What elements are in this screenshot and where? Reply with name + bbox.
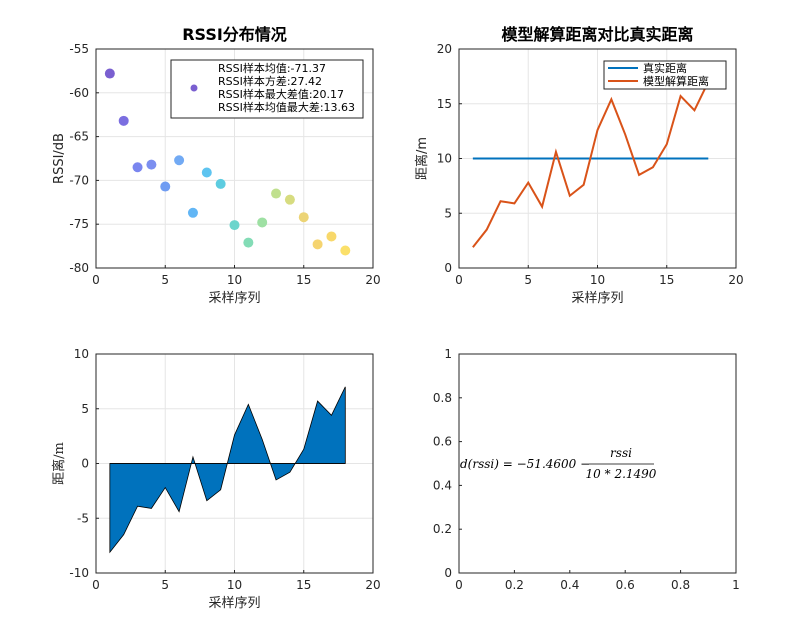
- x-tick-label: 15: [659, 273, 674, 287]
- y-tick-label: 10: [74, 347, 89, 361]
- x-tick-label: 0.6: [616, 578, 635, 592]
- annotation-marker: [190, 84, 198, 92]
- scatter-point: [160, 181, 171, 192]
- y-tick-label: -55: [69, 42, 89, 56]
- x-tick-label: 10: [227, 273, 242, 287]
- x-tick-label: 20: [365, 578, 380, 592]
- chart-title: RSSI分布情况: [182, 25, 287, 44]
- y-tick-label: -75: [69, 217, 89, 231]
- formula-lhs: d(rssi) = −51.4600 −: [460, 457, 590, 471]
- scatter-point: [312, 239, 323, 250]
- annotation-text: RSSI样本最大差值:20.17: [218, 87, 344, 101]
- line-series-model-distance: [472, 81, 710, 248]
- formula-numerator: rssi: [610, 446, 632, 460]
- x-tick-label: 20: [728, 273, 743, 287]
- formula: d(rssi) = −51.4600 − rssi 10 * 2.1490: [460, 446, 657, 481]
- y-tick-label: 0.8: [433, 391, 452, 405]
- x-tick-label: 0: [92, 273, 100, 287]
- x-tick-label: 15: [296, 273, 311, 287]
- legend-label: 真实距离: [643, 61, 687, 75]
- subplot-4-axes: 0 0.2 0.4 0.6 0.8 1 0 0.2 0.4 0.6 0.8 1: [433, 347, 740, 592]
- y-tick-label: 10: [437, 152, 452, 166]
- subplot-3-axes: 0 5 10 15 20 -10 -5 0 5 10 采样序列 距离/m: [51, 347, 381, 611]
- x-axis-label: 采样序列: [571, 291, 623, 306]
- y-tick-label: 1: [444, 347, 452, 361]
- x-tick-label: 0: [92, 578, 100, 592]
- x-tick-label: 5: [161, 273, 169, 287]
- y-tick-label: 20: [437, 42, 452, 56]
- y-axis-label: RSSI/dB: [52, 133, 67, 184]
- y-tick-label: -65: [69, 130, 89, 144]
- y-tick-label: 0: [81, 457, 89, 471]
- y-tick-label: 5: [444, 206, 452, 220]
- scatter-point: [271, 188, 282, 199]
- scatter-point: [257, 217, 268, 228]
- y-tick-label: -80: [69, 261, 89, 275]
- scatter-point: [284, 194, 295, 205]
- y-tick-label: -10: [69, 566, 89, 580]
- scatter-point: [201, 167, 212, 178]
- y-axis-label: 距离/m: [51, 442, 67, 485]
- formula-denominator: 10 * 2.1490: [586, 467, 657, 481]
- scatter-point: [187, 207, 198, 218]
- y-tick-label: 0: [444, 566, 452, 580]
- axes-box: [458, 353, 737, 574]
- y-tick-label: 0.2: [433, 522, 452, 536]
- y-tick-label: -60: [69, 86, 89, 100]
- y-axis-label: 距离/m: [414, 137, 430, 180]
- y-tick-label: 0.6: [433, 435, 452, 449]
- scatter-point: [298, 212, 309, 223]
- legend-label: 模型解算距离: [643, 74, 709, 88]
- x-axis-label: 采样序列: [208, 291, 260, 306]
- annotation-text: RSSI样本方差:27.42: [218, 74, 322, 88]
- chart-title: 模型解算距离对比真实距离: [501, 25, 693, 44]
- x-tick-label: 0.4: [560, 578, 579, 592]
- x-tick-label: 0.2: [505, 578, 524, 592]
- scatter-point: [340, 245, 351, 256]
- scatter-point: [215, 178, 226, 189]
- x-tick-label: 0.8: [671, 578, 690, 592]
- difference-area: [109, 386, 346, 554]
- x-tick-label: 15: [296, 578, 311, 592]
- x-tick-label: 1: [732, 578, 740, 592]
- scatter-point: [243, 237, 254, 248]
- y-tick-label: -5: [77, 511, 89, 525]
- scatter-point: [118, 115, 129, 126]
- x-axis-label: 采样序列: [208, 596, 260, 611]
- x-tick-label: 5: [161, 578, 169, 592]
- annotation-text: RSSI样本均值最大差:13.63: [218, 100, 355, 114]
- annotation-box: [170, 59, 364, 119]
- annotation-text: RSSI样本均值:-71.37: [218, 61, 326, 75]
- scatter-series: [104, 68, 351, 256]
- x-tick-label: 10: [590, 273, 605, 287]
- scatter-point: [104, 68, 115, 79]
- legend-box: [603, 60, 727, 90]
- scatter-point: [174, 155, 185, 166]
- scatter-point: [132, 162, 143, 173]
- x-tick-label: 10: [227, 578, 242, 592]
- y-tick-label: 0: [444, 261, 452, 275]
- stats-annotation: RSSI样本均值:-71.37RSSI样本方差:27.42RSSI样本最大差值:…: [170, 59, 364, 119]
- x-tick-label: 5: [524, 273, 532, 287]
- scatter-point: [146, 159, 157, 170]
- x-tick-label: 20: [365, 273, 380, 287]
- x-tick-label: 0: [455, 273, 463, 287]
- x-tick-label: 0: [455, 578, 463, 592]
- scatter-point: [326, 231, 337, 242]
- y-tick-label: 15: [437, 97, 452, 111]
- scatter-point: [229, 220, 240, 231]
- y-tick-label: 0.4: [433, 478, 452, 492]
- y-tick-label: 5: [81, 402, 89, 416]
- y-tick-label: -70: [69, 173, 89, 187]
